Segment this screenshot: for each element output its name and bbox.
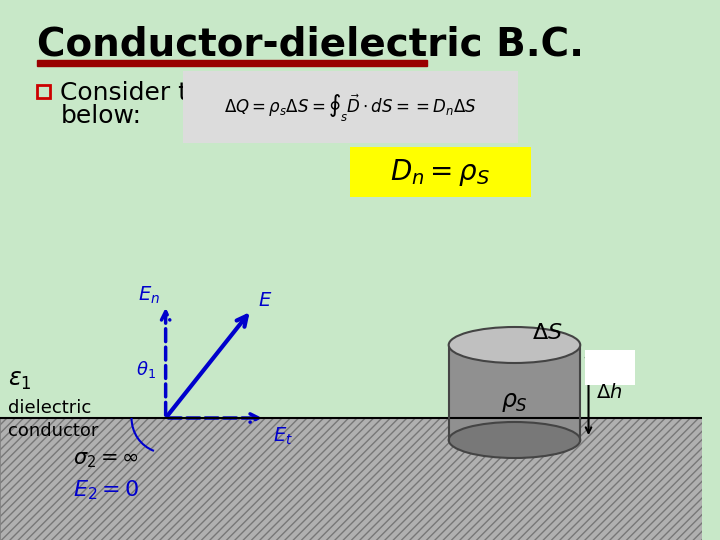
Ellipse shape <box>449 327 580 363</box>
Text: $\Delta S$: $\Delta S$ <box>532 323 562 343</box>
Text: Conductor-dielectric B.C.: Conductor-dielectric B.C. <box>37 25 584 63</box>
FancyBboxPatch shape <box>183 71 518 143</box>
Text: $D_n = \rho_S$: $D_n = \rho_S$ <box>390 158 490 188</box>
Text: $\varepsilon_1$: $\varepsilon_1$ <box>8 368 32 392</box>
Bar <box>0 418 701 540</box>
Text: $\rho_S$: $\rho_S$ <box>501 390 528 414</box>
Ellipse shape <box>449 422 580 458</box>
Text: $E_n$: $E_n$ <box>138 285 160 306</box>
Text: $\Delta Q = \rho_s \Delta S = \oint_s \vec{D} \cdot dS = = D_n \Delta S$: $\Delta Q = \rho_s \Delta S = \oint_s \v… <box>225 92 477 124</box>
Bar <box>0 418 701 540</box>
Bar <box>449 345 581 440</box>
Bar <box>37 60 427 66</box>
Text: dielectric: dielectric <box>8 399 91 417</box>
Text: $\theta_1$: $\theta_1$ <box>136 360 156 381</box>
Text: below:: below: <box>60 104 141 128</box>
Text: $E_2=0$: $E_2=0$ <box>73 478 140 502</box>
Text: conductor: conductor <box>8 422 98 440</box>
Text: $E$: $E$ <box>258 291 272 309</box>
Bar <box>585 350 635 385</box>
Text: $E_t$: $E_t$ <box>273 426 293 447</box>
Bar <box>37 85 50 98</box>
Text: $\sigma_2=\infty$: $\sigma_2=\infty$ <box>73 450 139 470</box>
FancyBboxPatch shape <box>350 147 531 197</box>
Text: $\Delta h$: $\Delta h$ <box>596 382 623 402</box>
Text: Consider the figure: Consider the figure <box>60 81 300 105</box>
